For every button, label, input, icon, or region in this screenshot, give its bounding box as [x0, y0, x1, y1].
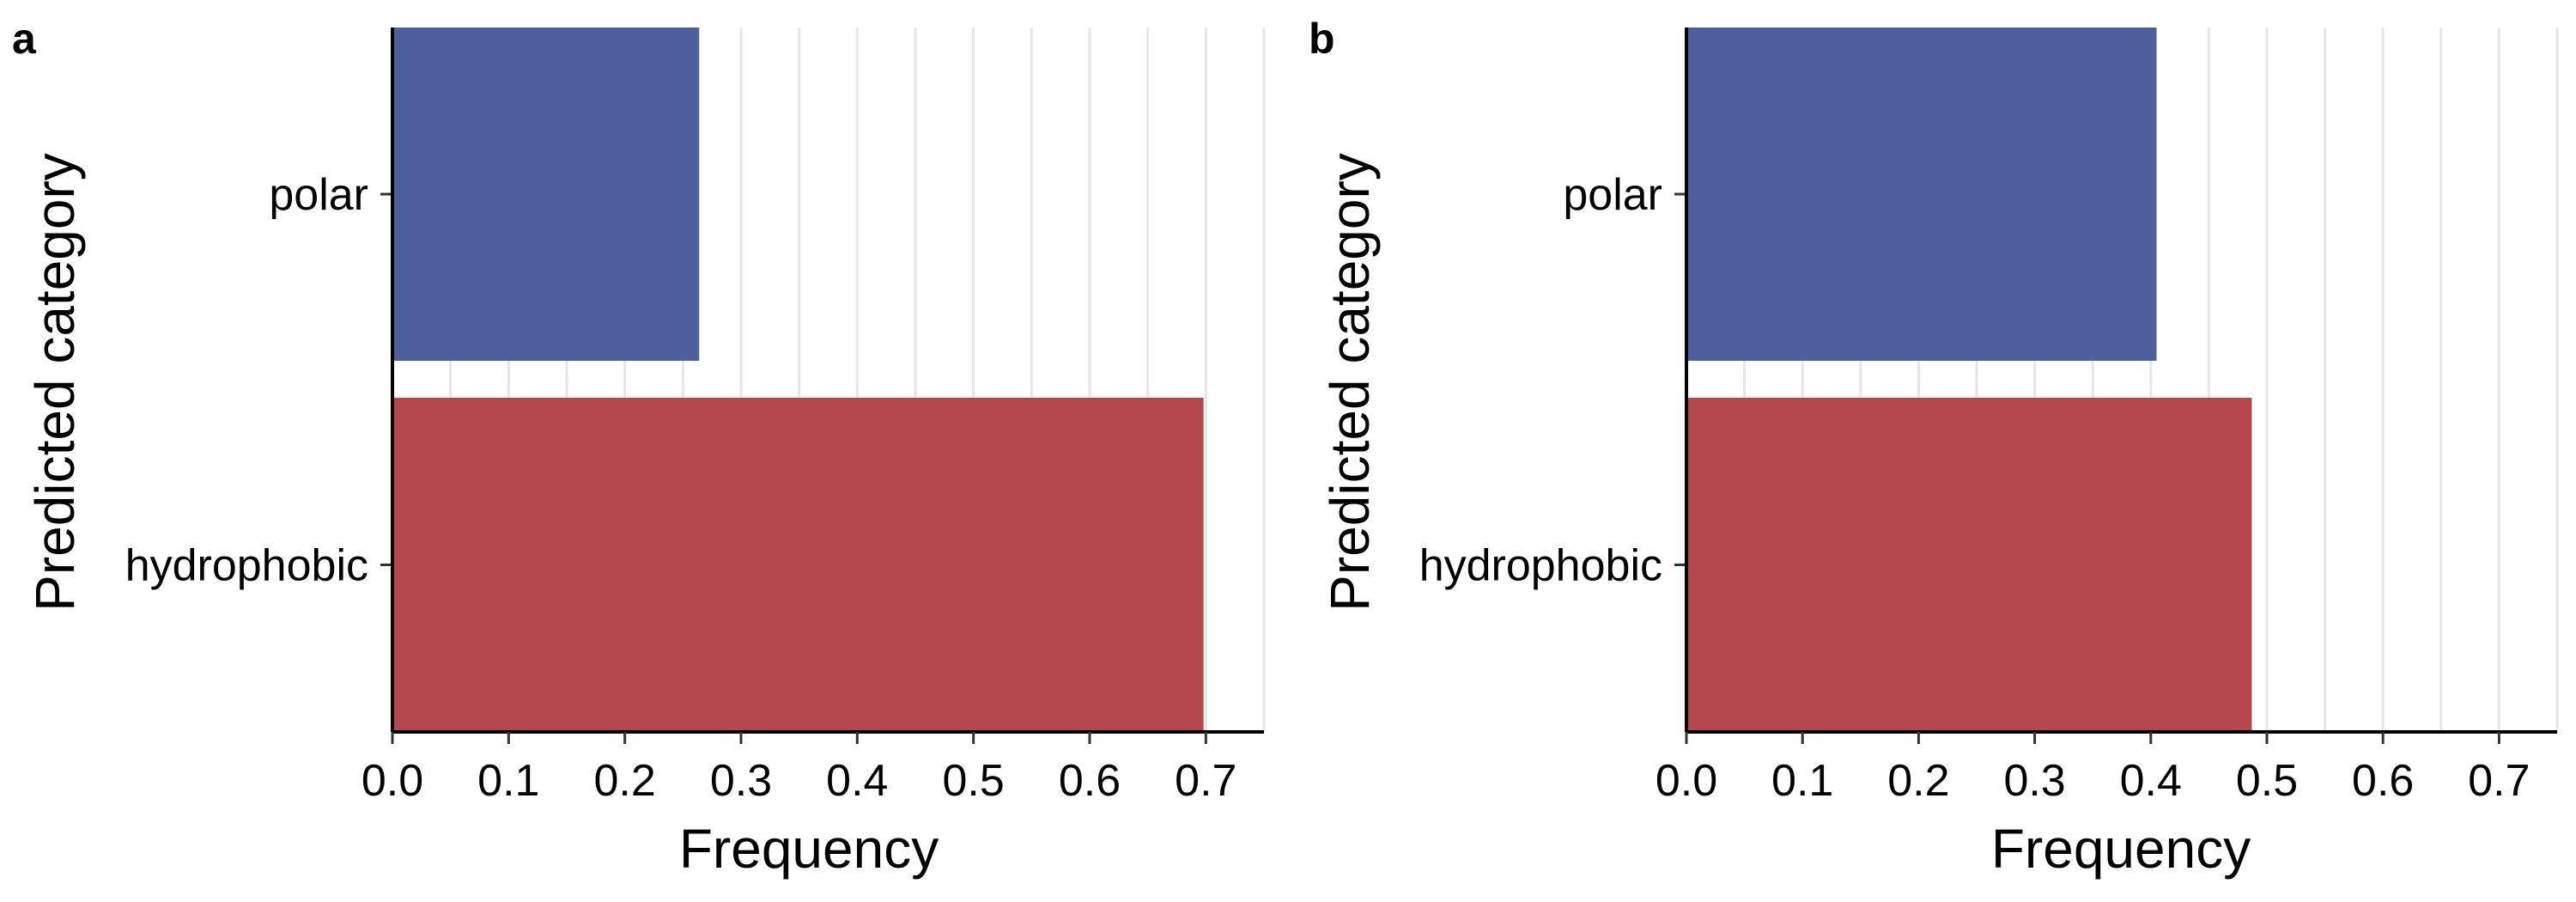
- panel-b: b polar hydrophobic 0.0 0.1 0.2 0.3 0.4 0.5 0.6 0…: [1288, 0, 2576, 902]
- chart-b-svg: b polar hydrophobic 0.0 0.1 0.2 0.3 0.4 0.5 0.6 0…: [1309, 15, 2559, 880]
- x-axis-title: Frequency: [679, 818, 939, 880]
- x-tick-label: 0.0: [361, 756, 423, 806]
- y-tick-label: hydrophobic: [1419, 541, 1662, 591]
- x-tick-label: 0.3: [710, 756, 772, 806]
- bar-polar: [1686, 27, 2157, 361]
- x-tick-label: 0.5: [943, 756, 1005, 806]
- y-axis-title: Predicted category: [1319, 153, 1381, 612]
- x-tick-label: 0.4: [2120, 756, 2182, 806]
- bar-hydrophobic: [392, 398, 1204, 732]
- x-tick-label: 0.4: [826, 756, 888, 806]
- x-tick-label: 0.7: [1175, 756, 1236, 806]
- y-tick-label: hydrophobic: [125, 541, 368, 591]
- x-tick-label: 0.3: [2003, 756, 2065, 806]
- bar-polar: [392, 27, 700, 361]
- x-axis-title: Frequency: [1991, 818, 2251, 880]
- x-tick-label: 0.2: [594, 756, 656, 806]
- x-tick-label: 0.5: [2236, 756, 2298, 806]
- chart-a-svg: a polar hydrophobic 0.0 0.1 0.2 0.3 0.4 0.5 0.6 0…: [12, 15, 1266, 880]
- panel-label: a: [12, 15, 37, 63]
- bar-hydrophobic: [1686, 398, 2252, 732]
- y-tick-label: polar: [269, 170, 368, 220]
- x-tick-label: 0.6: [2352, 756, 2414, 806]
- x-tick-label: 0.1: [477, 756, 539, 806]
- panel-label: b: [1309, 15, 1335, 63]
- x-tick-label: 0.1: [1771, 756, 1833, 806]
- x-tick-label: 0.0: [1656, 756, 1717, 806]
- y-tick-label: polar: [1563, 170, 1662, 220]
- panel-a: a polar hydrophobic 0.0 0.1 0.2 0.3 0.4 0.5 0.6 0…: [12, 15, 1266, 880]
- x-tick-label: 0.2: [1887, 756, 1949, 806]
- x-tick-label: 0.7: [2468, 756, 2530, 806]
- x-tick-label: 0.6: [1059, 756, 1121, 806]
- y-axis-title: Predicted category: [24, 153, 86, 612]
